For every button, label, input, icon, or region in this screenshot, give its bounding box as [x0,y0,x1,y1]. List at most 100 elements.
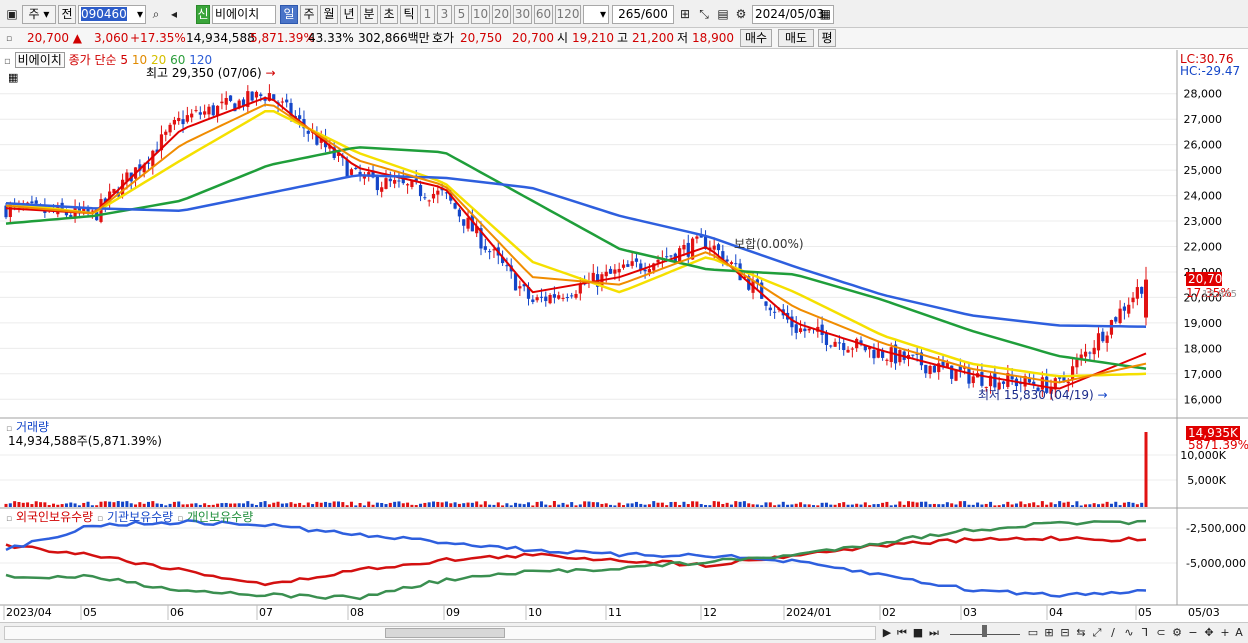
hoga-label: 호가 [432,31,455,45]
volume-bar [738,501,742,507]
x-tick-label: 2024/01 [786,606,832,619]
zoom-out-icon[interactable]: − [1188,626,1198,639]
magnet-icon[interactable]: ⊂ [1156,626,1166,639]
volume-bar [73,503,77,507]
draw-tool-icon[interactable]: ⤡ [699,7,709,21]
volume-bar [747,503,751,507]
candle-body [125,172,129,182]
font-increase-icon[interactable]: + [1220,626,1230,639]
curve-icon[interactable]: ∿ [1124,626,1134,639]
holding-tick-label: -2,500,000 [1186,522,1246,535]
candle-body [285,99,289,103]
text-icon[interactable]: Ꞁ [1141,626,1149,639]
candle-body [358,171,362,177]
gear-icon[interactable]: ⚙ [735,7,747,21]
period-week[interactable]: 주 [300,5,318,24]
scroll-thumb[interactable] [385,628,505,638]
volume-bar [876,504,880,507]
settings-icon[interactable]: ⚙ [1172,626,1182,639]
candle-body [1096,333,1101,351]
interval-20[interactable]: 20 [492,5,511,24]
volume-bar [488,504,492,507]
grid-icon[interactable]: ⊟ [1060,626,1070,639]
date-field[interactable]: 2024/05/03 ▦ [752,5,834,24]
move-icon[interactable]: ✥ [1204,626,1214,639]
fast-forward-icon[interactable]: ⏭ [929,626,939,639]
code-input[interactable]: 090460 ▾ [78,5,146,24]
volume-bar [1075,501,1079,507]
trend-icon[interactable]: ⤢ [1092,626,1102,639]
volume-bar [824,502,828,507]
interval-10[interactable]: 10 [471,5,490,24]
interval-30[interactable]: 30 [513,5,532,24]
zoom-slider[interactable] [950,625,1020,637]
candle-body [475,226,479,234]
search-icon[interactable]: ⌕ [152,7,160,21]
line-icon[interactable]: ∕ [1111,626,1115,639]
buy-button[interactable]: 매수 [740,29,772,47]
chart-window-icon[interactable]: ▣ [6,7,18,21]
type-select[interactable]: 주 ▾ [22,5,56,24]
scroll-track[interactable] [4,626,876,640]
candle-type-icon[interactable]: ⊞ [679,7,691,21]
candle-body [773,311,777,313]
layout-icon[interactable]: ⊞ [1044,626,1054,639]
stock-name-field[interactable]: 비에이치 [212,5,276,24]
period-minute[interactable]: 분 [360,5,378,24]
volume-bar [557,504,561,507]
compare-icon[interactable]: ⇆ [1076,626,1086,639]
stock-name-tag[interactable]: 비에이치 [14,52,65,68]
volume-bar [924,501,928,507]
volume-bar [17,502,21,507]
volume-bar [1140,502,1144,507]
x-tick-label: 05 [83,606,97,619]
interval-3[interactable]: 3 [437,5,452,24]
interval-custom-select[interactable]: ▾ [583,5,609,24]
interval-60[interactable]: 60 [534,5,553,24]
volume-bar [423,502,427,507]
period-day[interactable]: 일 [280,5,298,24]
candle-body [712,245,716,250]
save-icon[interactable]: ▤ [717,7,729,21]
candle-body [423,197,427,199]
view-icon[interactable]: ▭ [1027,626,1039,639]
volume-bar [522,504,526,507]
volume-bar [1045,504,1049,507]
candle-body [1101,331,1105,342]
candle-body [790,316,794,328]
volume-bar [151,501,155,507]
interval-5[interactable]: 5 [454,5,469,24]
volume-bar [30,504,34,507]
table-icon[interactable]: ▦ [8,71,19,84]
chart-canvas[interactable]: 28,000 27,000 26,000 25,000 24,000 23,000 22,0… [0,50,1248,622]
volume-bar [349,501,353,507]
period-month[interactable]: 월 [320,5,338,24]
volume-current-tag: 14,935K [1186,426,1240,440]
prev-button[interactable]: 전 [58,5,76,24]
candle-body [889,347,893,363]
sell-button[interactable]: 매도 [778,29,814,47]
rewind-icon[interactable]: ⏮ [897,626,907,639]
scroll-right-icon[interactable]: ▶ [882,626,892,639]
volume-bar [954,504,958,507]
period-tick[interactable]: 틱 [400,5,418,24]
interval-120[interactable]: 120 [555,5,581,24]
font-icon[interactable]: A [1235,626,1243,639]
period-second[interactable]: 초 [380,5,398,24]
calendar-icon[interactable]: ▦ [819,7,831,21]
candle-body [1118,308,1122,324]
avg-button[interactable]: 평 [818,29,836,47]
volume-bar [565,504,569,507]
volume-bar [362,505,366,507]
volume-bar [846,504,850,507]
bar-toggle-icon[interactable]: ▫ [6,34,13,44]
stop-icon[interactable]: ■ [912,626,924,639]
candle-body [500,256,505,264]
speaker-icon[interactable]: ◂ [170,7,178,21]
data-count-field[interactable]: 265/600 [612,5,674,24]
interval-1[interactable]: 1 [420,5,435,24]
period-year[interactable]: 년 [340,5,358,24]
volume-bar [172,501,176,507]
candle-body [708,247,712,250]
volume-bar [725,502,729,507]
